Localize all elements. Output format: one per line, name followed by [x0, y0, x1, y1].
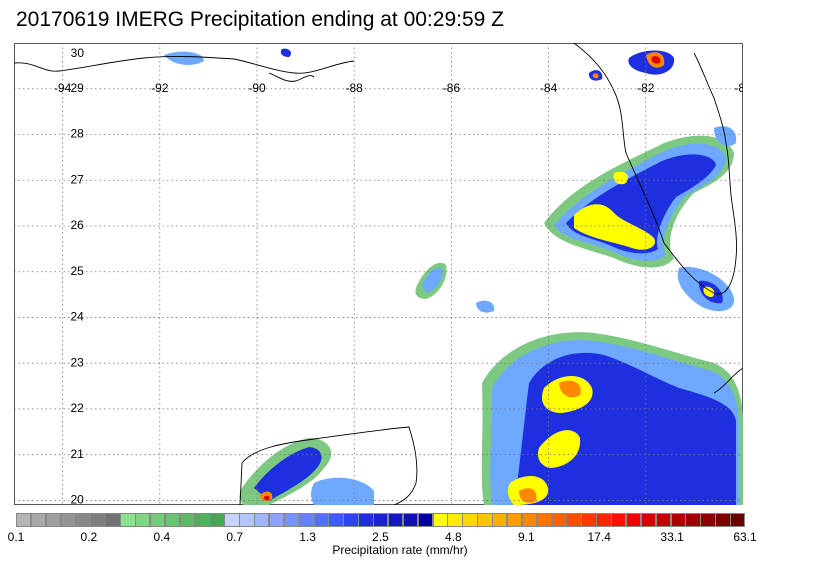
colorbar-tick-label: 4.8	[445, 530, 462, 544]
colorbar-segment	[373, 513, 389, 527]
colorbar-tick-label: 17.4	[587, 530, 611, 544]
colorbar-tick-label: 0.1	[7, 530, 25, 544]
colorbar-tick-label: 33.1	[660, 530, 684, 544]
colorbar-tick-label: 0.7	[226, 530, 244, 544]
colorbar-tick-label: 0.2	[80, 530, 98, 544]
colorbar-segment	[417, 513, 434, 527]
lon-label: -90	[248, 81, 266, 95]
colorbar-segment	[60, 513, 76, 527]
colorbar-segment	[194, 513, 210, 527]
lon-label: -94	[54, 81, 72, 95]
precip-field	[164, 48, 743, 505]
colorbar-tick-label: 0.4	[153, 530, 171, 544]
coastlines	[14, 43, 743, 505]
lat-label-top: 30	[71, 46, 85, 60]
colorbar-segment	[179, 513, 196, 527]
map-title: 20170619 IMERG Precipitation ending at 0…	[16, 8, 504, 31]
colorbar-segment	[268, 513, 285, 527]
colorbar-segment	[358, 513, 374, 527]
colorbar-segment	[551, 513, 567, 527]
latitude-labels: 29 28 27 26 25 24 23 22 21 20	[71, 81, 85, 505]
gridlines	[14, 43, 743, 505]
lat-label: 20	[71, 493, 85, 505]
lat-label: 24	[71, 310, 85, 324]
colorbar-segment	[90, 513, 106, 527]
colorbar-segment	[640, 513, 657, 527]
lat-label: 25	[71, 264, 85, 278]
colorbar-segment	[670, 513, 686, 527]
colorbar-segment	[209, 513, 225, 527]
colorbar-segment	[462, 513, 478, 527]
lon-label: -84	[540, 81, 558, 95]
precipitation-map: -94-92-90-88-86-84-82-80 292827262524232…	[14, 43, 743, 505]
colorbar-segment	[566, 513, 582, 527]
lat-label: 26	[71, 218, 85, 232]
colorbar-segment	[730, 513, 746, 527]
lon-label: -80	[734, 81, 743, 95]
colorbar-segment	[105, 513, 121, 527]
colorbar-tick-label: 63.1	[733, 530, 757, 544]
lon-label: -82	[637, 81, 655, 95]
colorbar-segment	[387, 513, 404, 527]
colorbar-segment	[611, 513, 627, 527]
lon-label: -88	[346, 81, 364, 95]
colorbar-segment	[283, 513, 300, 527]
lat-label: 27	[71, 172, 85, 186]
colorbar-segment	[625, 513, 642, 527]
colorbar-segment	[45, 513, 62, 527]
longitude-labels: -94 -92 -90 -88 -86 -84 -82 -80	[54, 81, 743, 95]
colorbar-segment	[536, 513, 553, 527]
colorbar-label: Precipitation rate (mm/hr)	[332, 543, 468, 557]
colorbar-segment	[492, 513, 508, 527]
colorbar-segment	[685, 513, 701, 527]
colorbar-segment	[239, 513, 255, 527]
colorbar-segment	[655, 513, 672, 527]
lat-label: 29	[71, 81, 85, 95]
colorbar-segment	[506, 513, 523, 527]
colorbar-segment	[447, 513, 463, 527]
colorbar-segment	[164, 513, 181, 527]
colorbar	[16, 513, 746, 527]
colorbar-segment	[120, 513, 136, 527]
colorbar-segment	[313, 513, 329, 527]
colorbar-segment	[477, 513, 493, 527]
colorbar-tick-label: 2.5	[372, 530, 389, 544]
colorbar-segment	[715, 513, 731, 527]
colorbar-segment	[298, 513, 315, 527]
colorbar-segment	[328, 513, 344, 527]
lat-label: 23	[71, 355, 85, 369]
lat-label: 21	[71, 447, 85, 461]
colorbar-tick-label: 1.3	[299, 530, 316, 544]
colorbar-segment	[149, 513, 166, 527]
lat-label: 22	[71, 401, 85, 415]
colorbar-segment	[700, 513, 716, 527]
colorbar-segment	[521, 513, 538, 527]
colorbar-segment	[432, 513, 448, 527]
colorbar-segment	[135, 513, 151, 527]
colorbar-segment	[596, 513, 612, 527]
colorbar-segment	[16, 513, 32, 527]
lat-label: 28	[71, 127, 85, 141]
colorbar-tick-label: 9.1	[517, 530, 535, 544]
lon-label: -86	[443, 81, 461, 95]
colorbar-segment	[402, 513, 419, 527]
colorbar-segment	[343, 513, 359, 527]
colorbar-segment	[581, 513, 597, 527]
colorbar-segment	[224, 513, 240, 527]
lon-label: -92	[151, 81, 169, 95]
colorbar-segment	[254, 513, 270, 527]
colorbar-segment	[75, 513, 91, 527]
colorbar-segment	[30, 513, 47, 527]
